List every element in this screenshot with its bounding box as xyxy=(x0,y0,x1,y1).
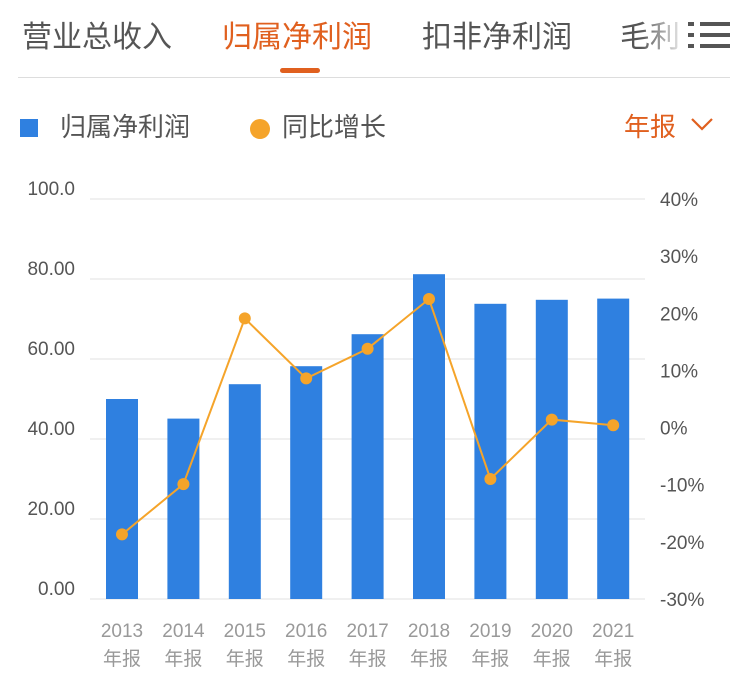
bar-2017 xyxy=(351,334,384,599)
right-axis-tick-label: -10% xyxy=(660,476,704,497)
x-tick-sublabel: 年报 xyxy=(410,648,448,670)
tab-deducted-net-profit[interactable]: 扣非净利润 xyxy=(422,20,572,55)
legend-bar-swatch xyxy=(20,119,38,137)
tab-net-profit[interactable]: 归属净利润 xyxy=(222,20,372,55)
x-tick-label: 2015 xyxy=(224,621,266,642)
growth-point-2018 xyxy=(423,293,435,305)
x-tick-label: 2017 xyxy=(346,621,388,642)
growth-point-2019 xyxy=(484,473,497,485)
legend-line-label: 同比增长 xyxy=(282,113,387,143)
right-axis-tick-label: -20% xyxy=(660,533,704,554)
x-tick-sublabel: 年报 xyxy=(533,648,571,670)
x-tick-sublabel: 年报 xyxy=(164,648,202,670)
right-axis-tick-label: -30% xyxy=(660,590,704,611)
right-axis-tick-label: 10% xyxy=(660,361,698,382)
tab-revenue[interactable]: 营业总收入 xyxy=(22,20,172,55)
growth-point-2013 xyxy=(116,528,128,541)
x-tick-sublabel: 年报 xyxy=(471,648,509,670)
bar-2016 xyxy=(290,366,323,599)
left-axis-tick-label: 60.00 xyxy=(27,339,75,360)
tab-bar: 营业总收入 归属净利润 扣非净利润 毛利 xyxy=(0,0,688,76)
left-axis-tick-label: 40.00 xyxy=(27,419,75,440)
period-select[interactable]: 年报 xyxy=(624,113,677,143)
x-tick-label: 2021 xyxy=(592,621,634,642)
right-axis-tick-label: 40% xyxy=(660,190,698,211)
active-tab-indicator xyxy=(280,68,320,73)
x-tick-label: 2013 xyxy=(101,621,143,642)
x-tick-label: 2019 xyxy=(469,621,511,642)
bar-2021 xyxy=(597,298,630,599)
growth-point-2014 xyxy=(177,478,190,491)
left-axis-tick-label: 100.0 xyxy=(27,179,75,200)
bar-2014 xyxy=(167,418,200,599)
x-tick-label: 2016 xyxy=(285,621,327,642)
right-axis-tick-label: 30% xyxy=(660,247,698,268)
left-axis-tick-label: 80.00 xyxy=(27,259,75,280)
bar-2013 xyxy=(106,399,138,599)
growth-point-2020 xyxy=(545,413,558,426)
x-tick-sublabel: 年报 xyxy=(594,648,632,670)
tab-fade xyxy=(640,0,688,76)
bar-2018 xyxy=(413,274,445,599)
x-tick-label: 2018 xyxy=(408,621,450,642)
x-tick-sublabel: 年报 xyxy=(226,648,264,670)
chevron-down-icon[interactable] xyxy=(690,112,714,136)
divider xyxy=(18,77,730,78)
bar-2019 xyxy=(474,303,507,599)
x-tick-sublabel: 年报 xyxy=(287,648,325,670)
x-tick-label: 2014 xyxy=(162,621,205,642)
bar-2020 xyxy=(535,299,568,599)
left-axis-tick-label: 0.00 xyxy=(38,579,75,600)
x-tick-sublabel: 年报 xyxy=(349,648,387,670)
growth-point-2021 xyxy=(607,419,620,432)
right-axis-tick-label: 20% xyxy=(660,304,698,325)
growth-point-2016 xyxy=(300,372,313,385)
growth-point-2015 xyxy=(238,312,251,325)
left-axis-tick-label: 20.00 xyxy=(27,499,75,520)
hamburger-menu-icon[interactable] xyxy=(688,20,730,50)
growth-point-2017 xyxy=(361,342,374,355)
legend-bar-label: 归属净利润 xyxy=(60,113,191,143)
right-axis-tick-label: 0% xyxy=(660,419,688,440)
legend-line-swatch xyxy=(250,119,270,139)
x-tick-label: 2020 xyxy=(531,621,573,642)
bar-2015 xyxy=(228,384,261,599)
x-tick-sublabel: 年报 xyxy=(103,648,141,670)
